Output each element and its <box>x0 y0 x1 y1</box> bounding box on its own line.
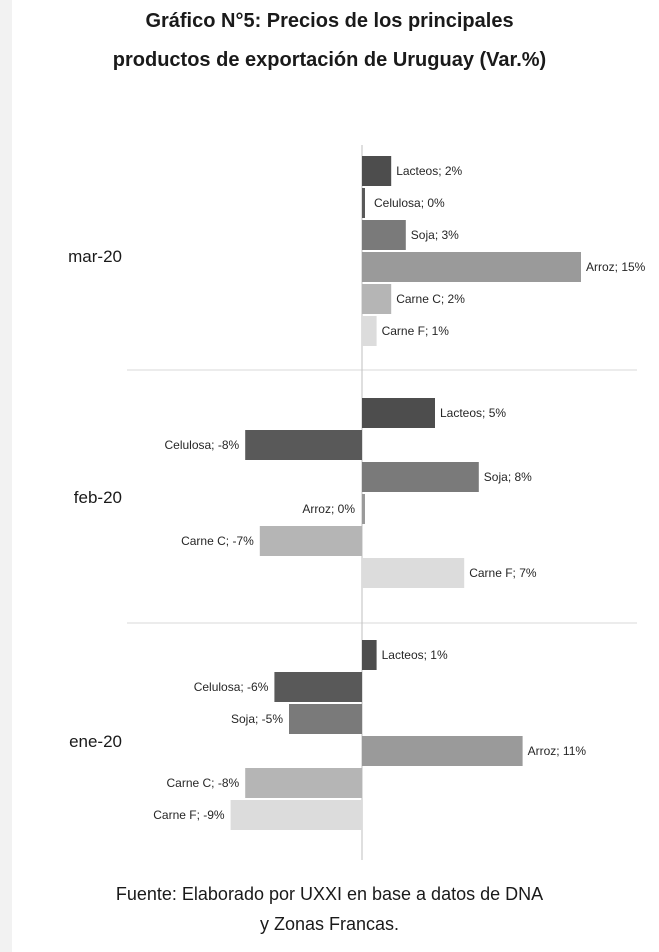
data-label-ene-20-lacteos: Lacteos; 1% <box>382 648 448 662</box>
group-separators <box>127 369 637 624</box>
bar-ene-20-carne-c <box>245 768 362 798</box>
data-label-feb-20-lacteos: Lacteos; 5% <box>440 406 506 420</box>
bar-ene-20-soja <box>289 704 362 734</box>
data-label-mar-20-celulosa: Celulosa; 0% <box>374 196 445 210</box>
source-note-line-1: Fuente: Elaborado por UXXI en base a dat… <box>115 884 544 904</box>
data-label-mar-20-soja: Soja; 3% <box>411 228 459 242</box>
bar-mar-20-carne-f <box>362 316 377 346</box>
category-label-feb-20: feb-20 <box>74 488 122 507</box>
data-label-feb-20-arroz: Arroz; 0% <box>302 502 355 516</box>
data-label-ene-20-arroz: Arroz; 11% <box>528 744 587 758</box>
category-label-mar-20: mar-20 <box>68 247 122 266</box>
bar-mar-20-celulosa <box>362 188 365 218</box>
data-label-feb-20-celulosa: Celulosa; -8% <box>164 438 239 452</box>
data-label-mar-20-lacteos: Lacteos; 2% <box>396 164 462 178</box>
bar-mar-20-lacteos <box>362 156 392 186</box>
bar-feb-20-lacteos <box>362 398 435 428</box>
chart-title-line-2: productos de exportación de Uruguay (Var… <box>112 49 547 71</box>
data-label-feb-20-carne-f: Carne F; 7% <box>469 566 537 580</box>
group-labels: mar-20 feb-20 ene-20 <box>68 247 122 751</box>
bar-ene-20-carne-f <box>230 800 362 830</box>
data-label-feb-20-soja: Soja; 8% <box>484 470 532 484</box>
data-label-ene-20-soja: Soja; -5% <box>231 712 283 726</box>
bar-ene-20-lacteos <box>362 640 377 670</box>
bar-mar-20-arroz <box>362 252 581 282</box>
bars <box>230 156 581 830</box>
data-label-mar-20-carne-f: Carne F; 1% <box>382 324 450 338</box>
bar-feb-20-carne-c <box>259 526 362 556</box>
data-label-ene-20-carne-c: Carne C; -8% <box>166 776 239 790</box>
source-note-line-2: y Zonas Francas. <box>259 914 400 934</box>
data-label-ene-20-celulosa: Celulosa; -6% <box>194 680 269 694</box>
data-label-mar-20-carne-c: Carne C; 2% <box>396 292 465 306</box>
bar-ene-20-arroz <box>362 736 523 766</box>
data-label-ene-20-carne-f: Carne F; -9% <box>153 808 225 822</box>
data-label-feb-20-carne-c: Carne C; -7% <box>181 534 254 548</box>
category-label-ene-20: ene-20 <box>69 732 122 751</box>
bar-feb-20-celulosa <box>245 430 362 460</box>
bar-labels: Lacteos; 2% Celulosa; 0% Soja; 3% Arroz; 15… <box>153 164 645 822</box>
bar-feb-20-soja <box>362 462 479 492</box>
bar-feb-20-arroz <box>362 494 365 524</box>
bar-mar-20-carne-c <box>362 284 392 314</box>
bar-feb-20-carne-f <box>362 558 465 588</box>
data-label-mar-20-arroz: Arroz; 15% <box>586 260 646 274</box>
chart-title-line-1: Gráfico N°5: Precios de los principales <box>145 10 514 32</box>
bar-ene-20-celulosa <box>274 672 362 702</box>
bar-mar-20-soja <box>362 220 406 250</box>
